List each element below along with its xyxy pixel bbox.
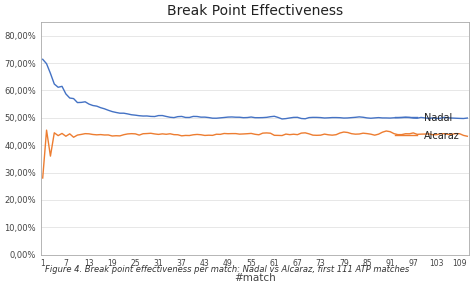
Nadal bbox=[137, 114, 142, 117]
Nadal bbox=[465, 116, 470, 120]
Nadal bbox=[237, 116, 242, 119]
Alcaraz bbox=[453, 132, 458, 135]
Nadal bbox=[279, 117, 285, 121]
Nadal bbox=[40, 57, 46, 61]
Alcaraz bbox=[40, 176, 46, 180]
Nadal bbox=[198, 115, 204, 119]
Alcaraz bbox=[140, 132, 146, 135]
Text: Figure 4. Break point effectiveness per match: Nadal vs Alcaraz, first 111 ATP m: Figure 4. Break point effectiveness per … bbox=[45, 265, 410, 274]
X-axis label: #match: #match bbox=[234, 273, 276, 283]
Line: Nadal: Nadal bbox=[43, 59, 467, 119]
Alcaraz bbox=[44, 128, 49, 132]
Title: Break Point Effectiveness: Break Point Effectiveness bbox=[167, 4, 343, 18]
Alcaraz bbox=[291, 132, 296, 136]
Line: Alcaraz: Alcaraz bbox=[43, 130, 467, 178]
Alcaraz bbox=[202, 134, 208, 137]
Nadal bbox=[148, 115, 154, 118]
Alcaraz bbox=[465, 135, 470, 138]
Legend: Nadal, Alcaraz: Nadal, Alcaraz bbox=[395, 113, 460, 141]
Alcaraz bbox=[241, 132, 246, 136]
Alcaraz bbox=[152, 132, 157, 136]
Nadal bbox=[453, 116, 458, 120]
Nadal bbox=[291, 116, 296, 119]
